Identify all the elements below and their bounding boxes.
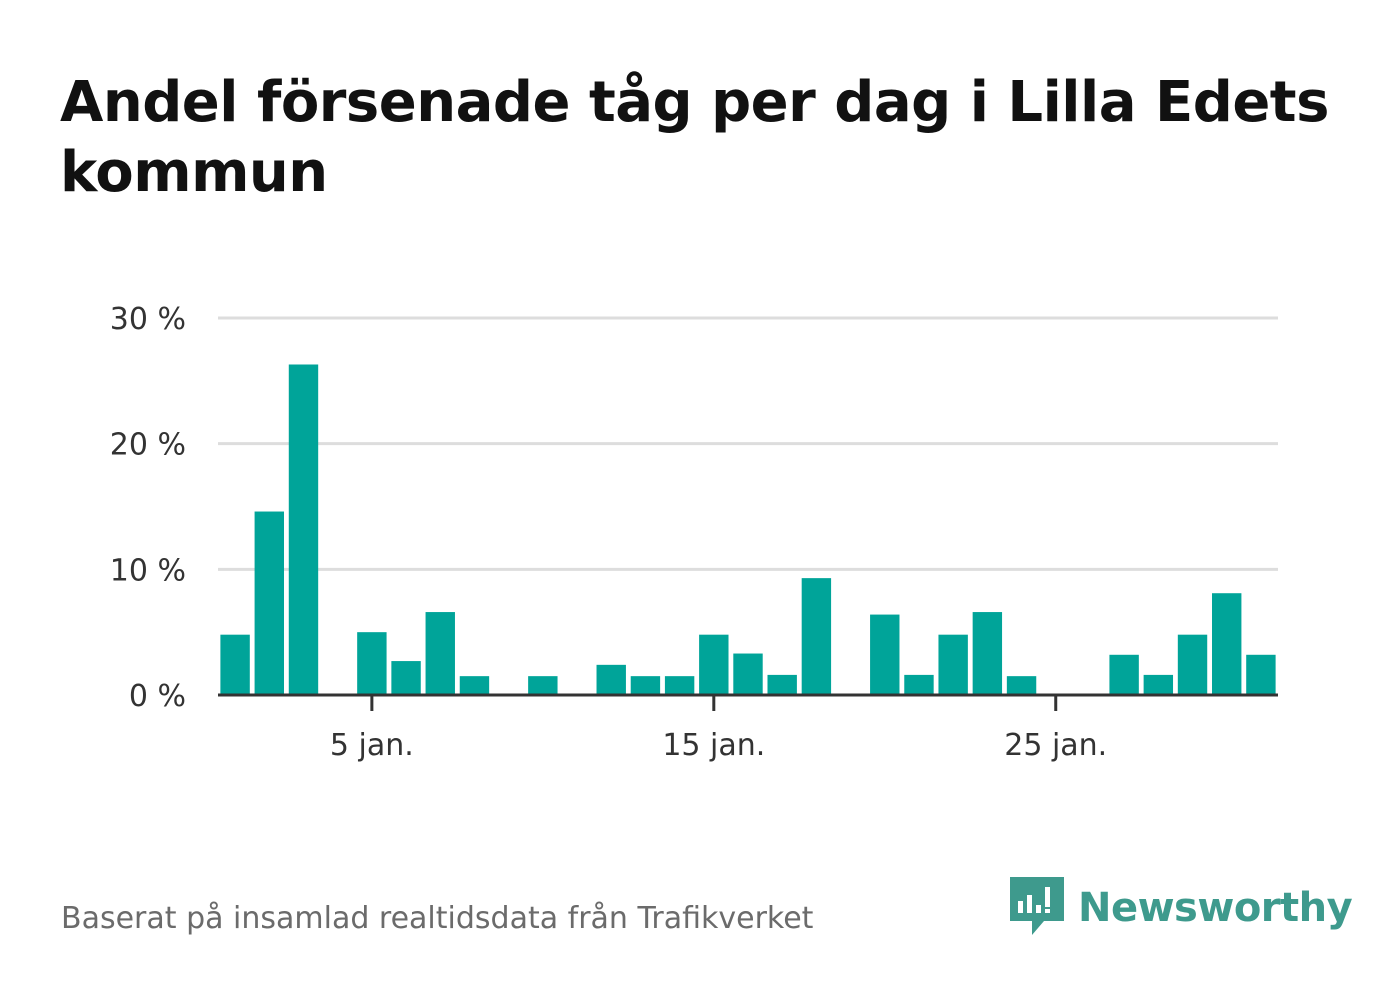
gridlines	[218, 316, 1278, 571]
bar	[938, 634, 968, 695]
y-tick-label: 30 %	[110, 302, 186, 337]
x-tick-label: 5 jan.	[330, 728, 414, 763]
bar	[664, 676, 695, 695]
y-tick-label: 0 %	[129, 679, 186, 714]
bar	[733, 653, 763, 695]
newsworthy-logo-icon	[1010, 877, 1064, 935]
bar	[1246, 654, 1276, 695]
bar	[596, 664, 626, 695]
x-tick-label: 25 jan.	[1004, 728, 1107, 763]
bar	[425, 612, 455, 695]
bar	[220, 634, 250, 695]
x-axis-ticks: 5 jan. 15 jan. 25 jan.	[330, 695, 1107, 763]
bar	[904, 674, 934, 695]
y-tick-label: 10 %	[110, 553, 186, 588]
bars	[220, 364, 1276, 695]
brand-name: Newsworthy	[1078, 885, 1353, 931]
bar	[254, 511, 284, 695]
bar	[459, 676, 490, 695]
y-axis-ticks: 0 % 10 % 20 % 30 %	[110, 302, 186, 714]
bar	[767, 674, 797, 695]
brand-logo: Newsworthy	[1010, 876, 1353, 940]
bar	[1006, 676, 1037, 695]
bar	[870, 614, 900, 695]
bar	[1143, 674, 1174, 695]
bar	[1109, 654, 1139, 695]
bar	[1177, 634, 1208, 695]
bar	[801, 578, 832, 695]
bar	[630, 676, 661, 695]
bar	[699, 634, 729, 695]
chart-title: Andel försenade tåg per dag i Lilla Edet…	[60, 70, 1329, 205]
bar	[1212, 593, 1242, 695]
bar	[288, 364, 319, 695]
bar	[357, 632, 387, 695]
source-note: Baserat på insamlad realtidsdata från Tr…	[61, 901, 814, 936]
x-tick-label: 15 jan.	[662, 728, 765, 763]
bar	[391, 661, 421, 695]
bar	[972, 612, 1003, 695]
bar-chart: 0 % 10 % 20 % 30 % 5 jan. 15 jan. 25 jan.	[110, 302, 1278, 763]
y-tick-label: 20 %	[110, 428, 186, 463]
bar	[528, 676, 558, 695]
